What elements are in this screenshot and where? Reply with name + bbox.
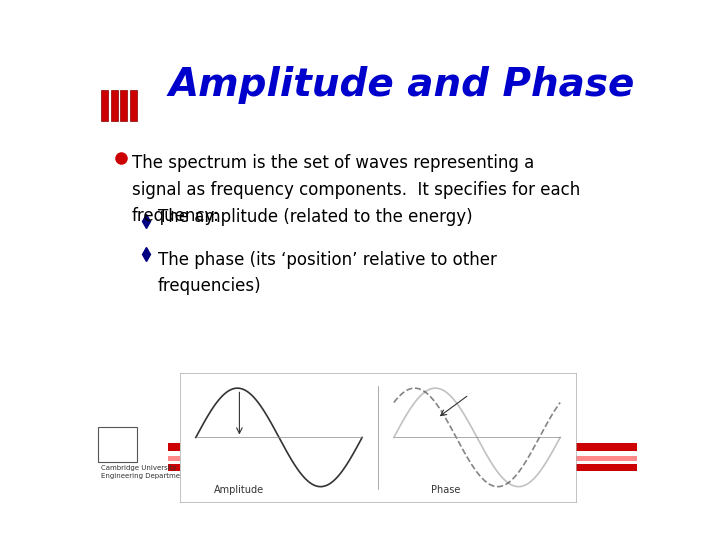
Text: Amplitude: Amplitude [215,485,264,495]
Bar [101,90,109,121]
Bar [111,90,118,121]
Bar [168,456,636,461]
Bar [99,427,138,462]
Bar [168,464,636,471]
Text: The phase (its ‘position’ relative to other
frequencies): The phase (its ‘position’ relative to ot… [158,251,497,295]
Text: Cambridge University
Engineering Department: Cambridge University Engineering Departm… [101,465,187,479]
Bar [120,90,127,121]
Text: Amplitude and Phase: Amplitude and Phase [168,66,634,104]
Text: Phase: Phase [431,485,460,495]
Text: The amplitude (related to the energy): The amplitude (related to the energy) [158,208,473,226]
Bar [130,90,137,121]
Text: The spectrum is the set of waves representing a
signal as frequency components. : The spectrum is the set of waves represe… [132,154,580,225]
Bar [168,443,636,451]
